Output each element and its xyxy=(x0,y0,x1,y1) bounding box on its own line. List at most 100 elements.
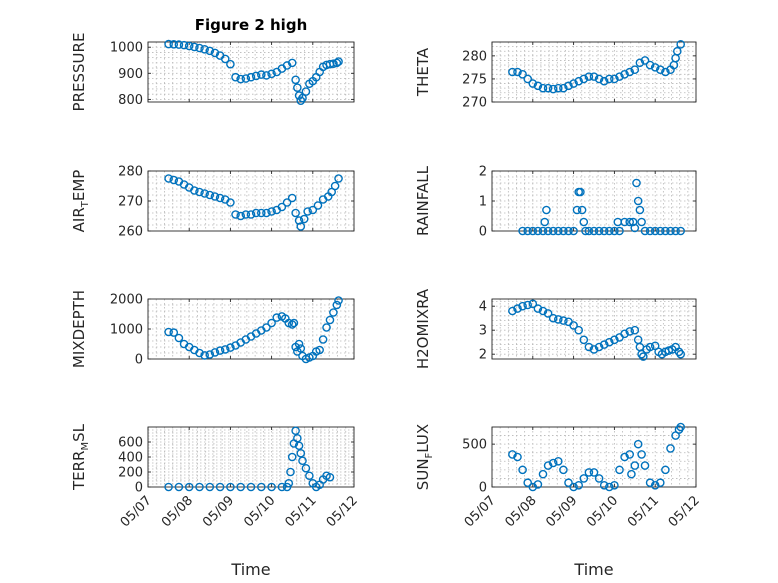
y-tick-label: 800 xyxy=(118,93,143,108)
plot-area xyxy=(492,171,696,231)
data-point xyxy=(572,205,582,215)
data-point xyxy=(334,57,343,66)
data-point xyxy=(569,321,578,330)
data-point xyxy=(610,74,619,84)
data-point xyxy=(169,175,179,185)
data-point xyxy=(190,186,199,195)
data-point xyxy=(303,207,312,216)
data-point xyxy=(220,54,230,64)
data-point xyxy=(635,205,645,215)
data-point xyxy=(674,347,684,357)
data-point xyxy=(231,210,240,219)
data-point xyxy=(554,83,563,93)
subplot-h2omixra: 2 3 4 H2OMIXRA xyxy=(414,288,697,369)
data-point xyxy=(569,226,578,236)
y-tick-label: 3 xyxy=(479,324,487,339)
data-point xyxy=(256,70,266,79)
y-tick-label: 1000 xyxy=(110,41,143,56)
data-point xyxy=(630,461,640,470)
y-axis-label: MIXDEPTH xyxy=(70,290,88,368)
data-point xyxy=(195,43,204,53)
data-point xyxy=(548,226,558,236)
data-point xyxy=(231,72,240,82)
data-point xyxy=(650,63,660,72)
data-point xyxy=(559,83,568,93)
data-point xyxy=(184,482,194,492)
data-point xyxy=(294,339,304,349)
data-point xyxy=(241,210,251,219)
data-point xyxy=(287,193,297,203)
data-point xyxy=(564,478,573,488)
data-point xyxy=(559,226,568,236)
data-point xyxy=(291,75,300,85)
plot-area xyxy=(492,299,696,359)
data-point xyxy=(615,226,624,236)
data-point xyxy=(313,201,323,210)
data-point xyxy=(174,482,184,492)
data-point xyxy=(673,46,682,56)
data-point xyxy=(251,208,261,218)
data-point xyxy=(645,226,655,236)
data-point xyxy=(513,304,522,313)
data-point xyxy=(615,465,624,475)
data-point xyxy=(200,45,209,54)
data-point xyxy=(308,205,318,215)
data-point xyxy=(528,226,538,236)
data-point xyxy=(267,318,276,328)
data-point xyxy=(594,474,604,483)
data-point xyxy=(589,226,599,236)
data-point xyxy=(584,226,594,236)
data-point xyxy=(630,65,640,74)
data-point xyxy=(574,480,584,490)
data-point xyxy=(205,46,215,56)
x-tick-label: 05/09 xyxy=(200,493,237,530)
data-point xyxy=(205,190,215,200)
data-series xyxy=(164,426,335,492)
data-point xyxy=(543,461,553,470)
data-point xyxy=(298,93,307,103)
data-point xyxy=(538,226,548,236)
data-point xyxy=(584,72,594,81)
data-point xyxy=(533,304,543,313)
data-point xyxy=(540,217,550,227)
data-point xyxy=(569,79,578,88)
data-point xyxy=(169,40,179,49)
data-point xyxy=(656,65,665,74)
data-point xyxy=(226,343,235,352)
data-series xyxy=(508,40,686,94)
data-point xyxy=(518,465,527,475)
data-point xyxy=(508,450,517,459)
data-point xyxy=(584,468,594,477)
data-point xyxy=(318,335,328,344)
data-point xyxy=(635,58,645,68)
data-point xyxy=(637,217,646,227)
data-point xyxy=(574,325,584,335)
data-point xyxy=(164,174,173,183)
data-point xyxy=(282,198,292,207)
x-tick-label: 05/09 xyxy=(543,493,580,530)
data-point xyxy=(262,323,271,332)
data-point xyxy=(620,329,629,339)
data-point xyxy=(325,472,335,482)
data-point xyxy=(620,70,629,79)
data-point xyxy=(296,222,306,231)
data-point xyxy=(645,478,655,488)
data-point xyxy=(554,226,563,236)
data-point xyxy=(332,58,342,68)
plot-area xyxy=(148,171,354,231)
subplot-mixdepth: 0 1000 2000 MIXDEPTH xyxy=(70,290,355,368)
data-point xyxy=(523,478,533,488)
x-tick-label: 05/11 xyxy=(625,493,662,530)
y-tick-label: 2 xyxy=(479,165,487,180)
data-point xyxy=(518,301,527,311)
y-tick-label: 2000 xyxy=(110,293,143,308)
y-tick-label: 1000 xyxy=(110,323,143,338)
data-point xyxy=(574,76,584,86)
x-tick-label: 05/07 xyxy=(462,493,499,530)
data-point xyxy=(287,320,297,329)
data-point xyxy=(523,74,533,84)
data-point xyxy=(315,345,324,355)
data-point xyxy=(256,482,266,492)
y-tick-label: 4 xyxy=(479,300,487,315)
data-point xyxy=(605,74,614,84)
